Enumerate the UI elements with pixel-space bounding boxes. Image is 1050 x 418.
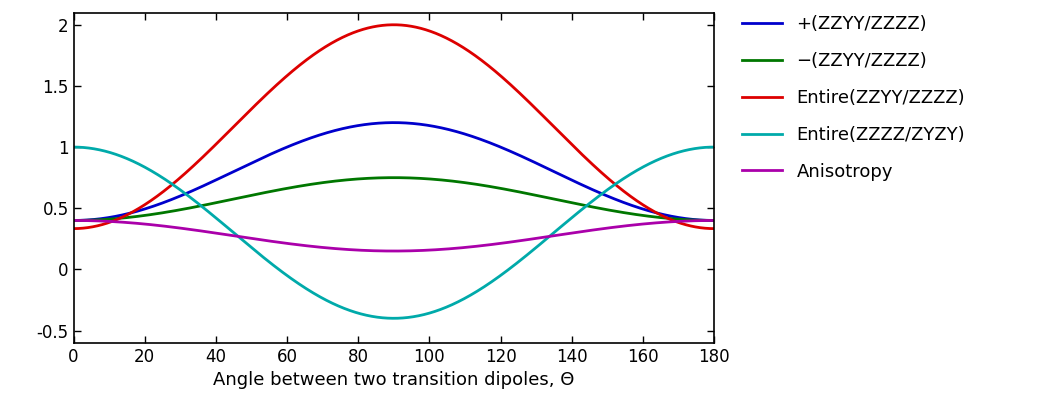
- Anisotropy: [689, 218, 701, 223]
- Anisotropy: [690, 218, 702, 223]
- Line: Entire(ZZZZ/ZYZY): Entire(ZZZZ/ZYZY): [74, 147, 714, 318]
- −(ZZYY/ZZZZ): [67, 218, 80, 223]
- Anisotropy: [100, 219, 112, 224]
- Entire(ZZZZ/ZYZY): [361, 313, 374, 318]
- +(ZZYY/ZZZZ): [100, 215, 112, 220]
- Anisotropy: [708, 218, 720, 223]
- Entire(ZZYY/ZZZZ): [572, 148, 585, 153]
- +(ZZYY/ZZZZ): [361, 122, 374, 127]
- −(ZZYY/ZZZZ): [690, 218, 702, 223]
- Entire(ZZZZ/ZYZY): [67, 145, 80, 150]
- +(ZZYY/ZZZZ): [572, 181, 585, 186]
- −(ZZYY/ZZZZ): [387, 175, 400, 180]
- −(ZZYY/ZZZZ): [379, 175, 392, 180]
- +(ZZYY/ZZZZ): [67, 218, 80, 223]
- Entire(ZZYY/ZZZZ): [379, 23, 392, 28]
- Entire(ZZYY/ZZZZ): [387, 22, 400, 27]
- +(ZZYY/ZZZZ): [708, 218, 720, 223]
- Entire(ZZZZ/ZYZY): [689, 146, 701, 151]
- +(ZZYY/ZZZZ): [379, 120, 392, 125]
- Legend: +(ZZYY/ZZZZ), −(ZZYY/ZZZZ), Entire(ZZYY/ZZZZ), Entire(ZZZZ/ZYZY), Anisotropy: +(ZZYY/ZZZZ), −(ZZYY/ZZZZ), Entire(ZZYY/…: [742, 15, 965, 181]
- −(ZZYY/ZZZZ): [100, 217, 112, 222]
- X-axis label: Angle between two transition dipoles, Θ: Angle between two transition dipoles, Θ: [213, 371, 574, 389]
- Entire(ZZYY/ZZZZ): [67, 226, 80, 231]
- −(ZZYY/ZZZZ): [708, 218, 720, 223]
- Entire(ZZYY/ZZZZ): [690, 224, 702, 229]
- −(ZZYY/ZZZZ): [361, 176, 374, 181]
- +(ZZYY/ZZZZ): [387, 120, 400, 125]
- Entire(ZZZZ/ZYZY): [572, 210, 585, 215]
- Entire(ZZZZ/ZYZY): [100, 149, 112, 154]
- Entire(ZZZZ/ZYZY): [708, 145, 720, 150]
- Entire(ZZZZ/ZYZY): [690, 146, 702, 151]
- −(ZZYY/ZZZZ): [689, 218, 701, 223]
- Anisotropy: [67, 218, 80, 223]
- +(ZZYY/ZZZZ): [690, 217, 702, 222]
- +(ZZYY/ZZZZ): [689, 217, 701, 222]
- Line: −(ZZYY/ZZZZ): −(ZZYY/ZZZZ): [74, 178, 714, 220]
- Anisotropy: [572, 229, 585, 234]
- Entire(ZZZZ/ZYZY): [387, 316, 400, 321]
- Entire(ZZYY/ZZZZ): [361, 25, 374, 31]
- Anisotropy: [379, 248, 392, 253]
- Line: +(ZZYY/ZZZZ): +(ZZYY/ZZZZ): [74, 122, 714, 220]
- Line: Entire(ZZYY/ZZZZ): Entire(ZZYY/ZZZZ): [74, 25, 714, 229]
- −(ZZYY/ZZZZ): [572, 201, 585, 206]
- Entire(ZZYY/ZZZZ): [689, 224, 701, 229]
- Line: Anisotropy: Anisotropy: [74, 220, 714, 251]
- Entire(ZZZZ/ZYZY): [379, 316, 392, 321]
- Anisotropy: [361, 248, 374, 253]
- Entire(ZZYY/ZZZZ): [708, 226, 720, 231]
- Anisotropy: [387, 249, 400, 254]
- Entire(ZZYY/ZZZZ): [100, 221, 112, 226]
